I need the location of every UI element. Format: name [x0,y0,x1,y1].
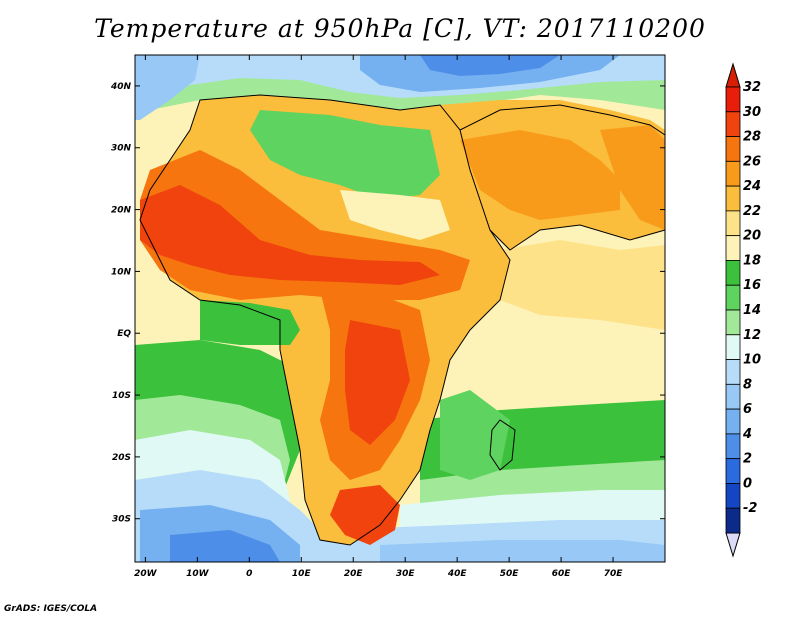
lat-tick-label-2: 20N [111,206,132,216]
colorbar-swatch-13 [725,408,741,435]
north-africa-green [250,110,440,200]
lon-tick-label-7: 50E [500,569,520,579]
lat-tick-label-6: 20S [112,453,131,463]
temperature-field [135,55,665,562]
lat-tick-label-1: 30N [111,144,132,154]
europe-coldest-zone [420,55,560,76]
lon-tick-label-1: 10W [186,569,210,579]
colorbar-label-12: 8 [743,377,752,392]
colorbar-label-17: -2 [743,501,757,516]
colorbar-swatch-10 [725,334,741,360]
map-title: Temperature at 950hPa [C], VT: 201711020… [94,14,706,43]
colorbar-swatch-6 [725,235,741,261]
lat-axis: 40N 30N 20N 10N EQ 10S 20S 30S [110,82,665,525]
colorbar-swatch-4 [725,185,741,212]
colorbar-label-8: 16 [743,278,761,293]
west-africa-hottest [140,185,440,285]
india-hot [600,125,665,230]
colorbar-label-0: 32 [743,80,761,95]
colorbar-swatch-11 [725,359,741,385]
lat-tick-label-3: 10N [111,267,132,277]
colorbar-swatch-1 [725,111,741,137]
colorbar-label-9: 14 [743,303,761,318]
colorbar-label-11: 10 [743,353,761,368]
lon-axis: 20W 10W 0 10E 20E 30E 40E 50E 60E 70E [134,55,623,579]
colorbar-swatch-8 [725,284,741,311]
colorbar-swatch-3 [725,160,741,187]
colorbar-label-14: 4 [742,427,752,442]
colorbar-label-4: 24 [743,179,761,194]
africa-coastline [139,94,511,546]
lat-tick-label-5: 10S [112,391,131,401]
colorbar-bottom-arrow [725,532,741,558]
madagascar-coastline [489,419,516,471]
north-africa-light [340,190,450,240]
colorbar-label-2: 28 [743,130,761,145]
lon-tick-label-6: 40E [447,569,468,579]
south-africa-hot [330,485,400,545]
colorbar-label-1: 30 [743,105,761,120]
coastlines [139,94,666,546]
east-africa-coast-green [440,390,510,480]
lon-tick-label-9: 70E [604,569,624,579]
grads-credit: GrADS: IGES/COLA [4,604,98,614]
colorbar-swatch-2 [725,136,741,162]
arabia-hot [460,130,620,220]
lat-tick-label-0: 40N [110,82,132,92]
colorbar-label-7: 18 [743,253,761,268]
colorbar-label-10: 12 [743,328,761,343]
lat-tick-label-4: EQ [117,329,131,339]
colorbar-swatch-17 [725,507,741,534]
lon-tick-label-0: 20W [134,569,158,579]
gulf-guinea-coast [200,300,300,345]
colorbar-swatch-5 [725,210,741,237]
colorbar-swatch-15 [725,458,741,484]
arabian-sea-warm [500,240,665,330]
south-atlantic-deep-blue [170,530,280,562]
colorbar-swatch-14 [725,433,741,460]
colorbar-swatch-7 [725,260,741,286]
colorbar-top-arrow [725,62,741,88]
lon-tick-label-4: 20E [344,569,364,579]
plot-frame [134,54,666,563]
central-africa-hottest [345,320,410,445]
colorbar-swatch-12 [725,383,741,410]
colorbar-label-16: 0 [743,476,752,491]
arabia-coastline [459,104,666,251]
indian-ocean-south-midblue [380,540,665,562]
colorbar-swatch-0 [725,86,741,113]
colorbar-label-5: 22 [743,204,761,219]
lon-tick-label-3: 10E [292,569,312,579]
lon-tick-label-5: 30E [396,569,416,579]
colorbar-swatch-9 [725,309,741,336]
colorbar-label-6: 20 [743,229,761,244]
colorbar-swatch-16 [725,483,741,509]
atlantic-north-cool [135,55,200,120]
colorbar-label-15: 2 [743,452,752,467]
colorbar-label-3: 26 [743,154,761,169]
lat-tick-label-7: 30S [112,515,131,525]
lon-tick-label-8: 60E [552,569,572,579]
colorbar-label-13: 6 [743,402,752,417]
lon-tick-label-2: 0 [246,569,252,579]
